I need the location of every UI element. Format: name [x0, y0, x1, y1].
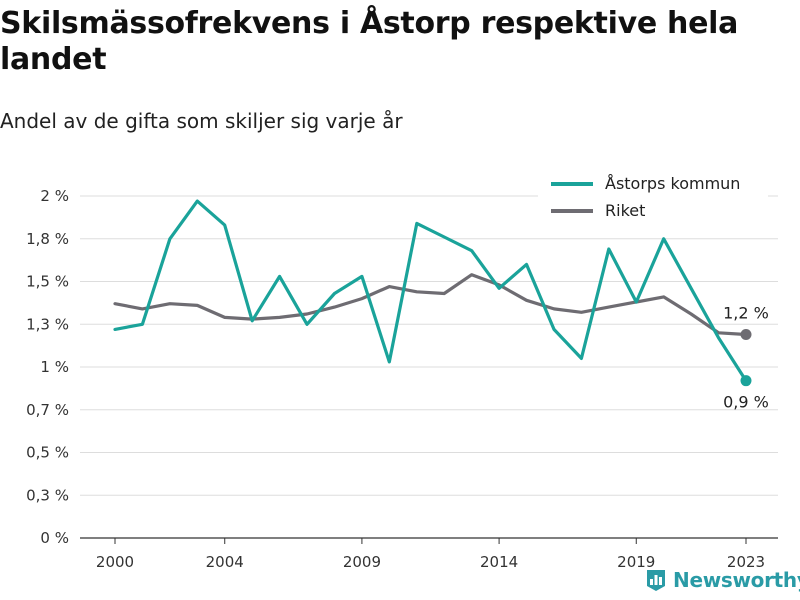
y-tick-label: 2 %	[40, 187, 69, 205]
x-tick-label: 2019	[617, 553, 655, 571]
series-endpoints: 1,2 % 0,9 %	[723, 304, 769, 412]
x-tick-label: 2004	[206, 553, 244, 571]
x-tick-label: 2023	[727, 553, 765, 571]
endpoint-marker-astorp	[740, 375, 752, 387]
end-value-label-riket: 1,2 %	[723, 304, 769, 323]
y-tick-label: 0,7 %	[26, 401, 69, 419]
y-tick-label: 0,3 %	[26, 486, 69, 504]
y-tick-label: 0,5 %	[26, 444, 69, 462]
series-line-riket	[113, 273, 748, 337]
y-tick-label: 0 %	[40, 529, 69, 547]
x-tick-label: 2009	[343, 553, 381, 571]
x-axis: 2000 2004 2009 2014 2019 2023	[80, 537, 778, 571]
series-line-astorp	[113, 199, 748, 383]
chart-title: Skilsmässofrekvens i Åstorp respektive h…	[0, 6, 739, 77]
gridlines	[80, 195, 778, 496]
legend-background	[538, 168, 768, 232]
y-axis-ticks: 0 % 0,3 % 0,5 % 0,7 % 1 % 1,3 % 1,5 % 1,8 % 2 %	[26, 187, 69, 547]
legend-label-riket: Riket	[605, 201, 645, 220]
legend: Åstorps kommun Riket	[538, 168, 768, 232]
chart-subtitle: Andel av de gifta som skiljer sig varje …	[0, 109, 403, 133]
y-tick-label: 1 %	[40, 358, 69, 376]
brand-name: Newsworthy	[673, 568, 800, 592]
newsworthy-logo-icon	[647, 570, 665, 591]
newsworthy-logo: Newsworthy	[645, 568, 800, 592]
endpoint-marker-riket	[740, 329, 752, 341]
y-tick-label: 1,3 %	[26, 315, 69, 333]
y-tick-label: 1,5 %	[26, 273, 69, 291]
legend-label-astorp: Åstorps kommun	[605, 174, 740, 193]
x-tick-label: 2014	[480, 553, 518, 571]
y-tick-label: 1,8 %	[26, 230, 69, 248]
series-lines	[113, 199, 748, 383]
end-value-label-astorp: 0,9 %	[723, 393, 769, 412]
x-tick-label: 2000	[96, 553, 134, 571]
